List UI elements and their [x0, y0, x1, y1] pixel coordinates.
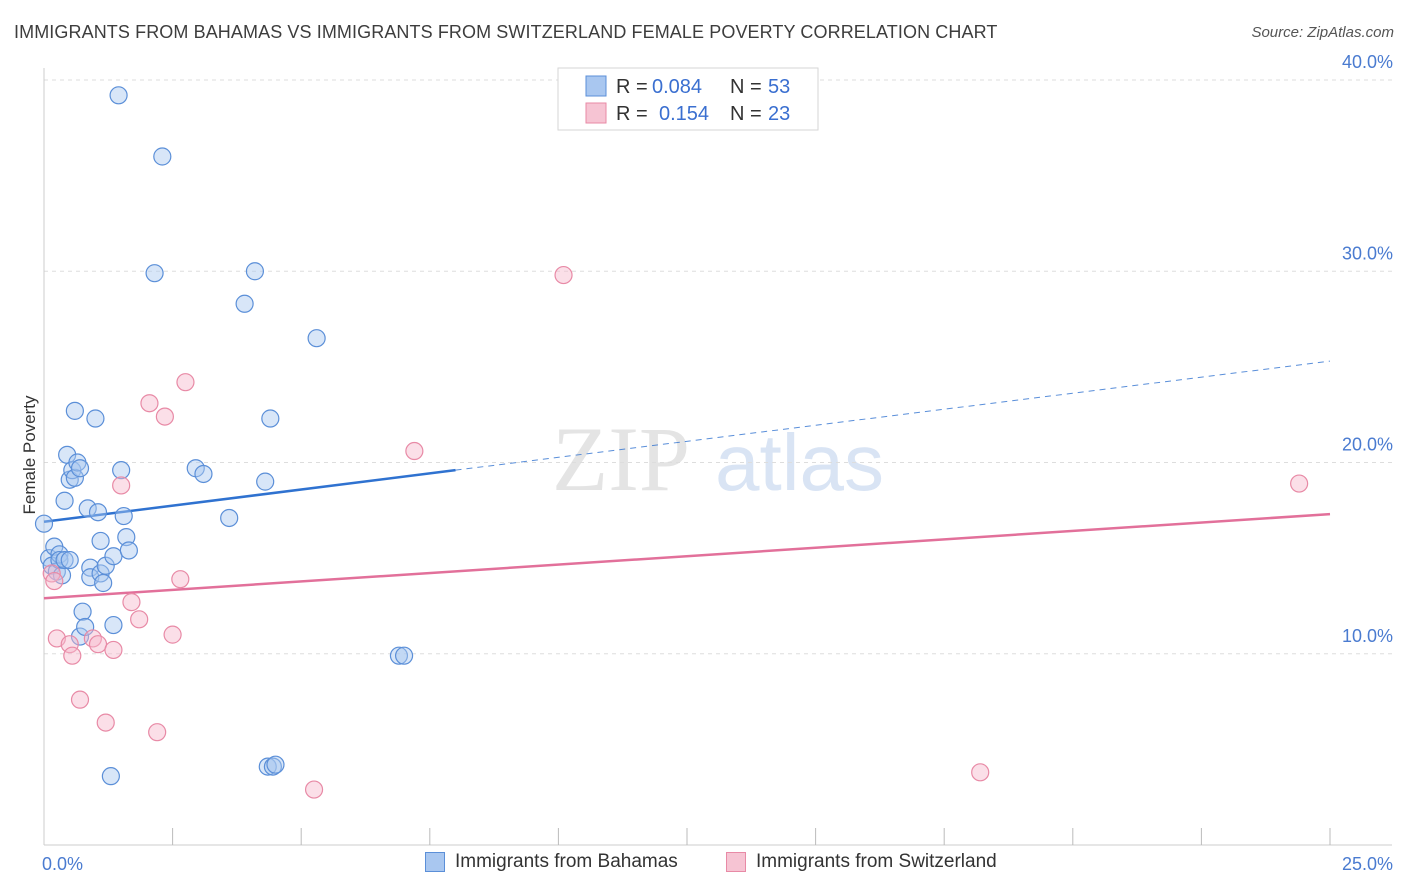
series-label-switzerland: Immigrants from Switzerland [756, 851, 997, 872]
x-tick-labels: 0.0% 25.0% [42, 854, 1393, 874]
trend-line-bahamas-extension [455, 360, 1331, 471]
data-point-blue [65, 468, 84, 487]
x-tick-label-max: 25.0% [1342, 854, 1393, 874]
series-label-bahamas: Immigrants from Bahamas [455, 851, 678, 872]
data-point-pink [45, 571, 64, 591]
data-point-pink [304, 780, 324, 799]
data-point-blue [235, 294, 254, 313]
data-point-blue [50, 545, 69, 564]
data-point-blue [101, 767, 120, 786]
data-point-blue [55, 550, 74, 570]
data-point-pink [70, 690, 90, 709]
y-tick-label: 40.0% [1342, 52, 1393, 72]
data-point-blue [70, 459, 90, 478]
legend-swatch-bahamas [585, 75, 607, 97]
data-point-pink [63, 646, 82, 665]
grid-lines [44, 79, 1392, 655]
x-tick-label-min: 0.0% [42, 854, 83, 874]
y-axis-label: Female Poverty [20, 395, 39, 515]
data-point-blue [81, 558, 100, 577]
data-point-pink [155, 407, 174, 426]
chart-title: IMMIGRANTS FROM BAHAMAS VS IMMIGRANTS FR… [14, 22, 998, 42]
correlation-legend: R = 0.084 N = 53 R = 0.154 N = 23 [557, 67, 819, 131]
data-point-pink [130, 610, 149, 629]
data-point-blue [389, 646, 409, 665]
data-point-blue [91, 531, 110, 551]
data-point-blue [266, 755, 285, 774]
data-point-pink [88, 635, 108, 654]
data-point-blue [114, 506, 133, 526]
data-point-blue [263, 757, 283, 776]
data-point-blue [117, 527, 136, 547]
y-tick-label: 20.0% [1342, 435, 1393, 455]
data-point-pink [163, 625, 182, 644]
data-point-blue [109, 86, 128, 105]
series-legend-switzerland: Immigrants from Switzerland [726, 851, 997, 873]
data-point-pink [971, 763, 990, 782]
data-point-blue [220, 508, 239, 528]
legend-r-value-switzerland: 0.154 [659, 103, 709, 125]
legend-n-value-switzerland: 23 [768, 103, 790, 125]
data-point-blue [55, 491, 74, 510]
legend-r-label-switzerland: R = [616, 103, 648, 125]
data-point-pink [140, 394, 159, 413]
legend-n-label-bahamas: N = [730, 76, 762, 98]
legend-n-value-bahamas: 53 [768, 76, 790, 98]
data-point-blue [60, 550, 79, 570]
data-point-blue [194, 464, 213, 484]
series-swatch-bahamas [425, 852, 445, 872]
legend-swatch-switzerland [585, 102, 607, 124]
data-point-blue [65, 401, 84, 420]
trend-line-bahamas [43, 468, 456, 524]
data-point-blue [73, 602, 92, 621]
source-label: Source: ZipAtlas.com [1251, 24, 1394, 41]
data-point-blue [261, 409, 280, 428]
trend-lines [43, 360, 1331, 600]
data-point-blue [78, 499, 97, 518]
data-point-blue [245, 262, 265, 281]
legend-r-label-bahamas: R = [616, 76, 648, 98]
data-point-blue [88, 503, 108, 522]
data-point-blue [119, 541, 138, 560]
data-points [34, 86, 1309, 799]
data-point-pink [148, 723, 167, 742]
data-point-pink [60, 635, 79, 654]
data-point-blue [104, 615, 123, 635]
data-point-blue [96, 556, 115, 575]
series-legend-bahamas: Immigrants from Bahamas [425, 851, 678, 873]
y-tick-label: 30.0% [1342, 243, 1393, 263]
data-point-blue [394, 646, 414, 665]
data-point-pink [176, 373, 195, 392]
data-point-blue [112, 461, 131, 480]
legend-r-value-bahamas: 0.084 [652, 76, 702, 98]
axes [43, 68, 1392, 846]
data-point-blue [307, 329, 326, 348]
data-point-pink [554, 265, 573, 285]
y-tick-label: 10.0% [1342, 626, 1393, 646]
data-point-blue [145, 264, 164, 283]
legend-n-label-switzerland: N = [730, 103, 762, 125]
data-point-blue [50, 550, 69, 570]
data-point-pink [104, 640, 123, 660]
data-point-blue [34, 514, 54, 533]
data-point-blue [94, 573, 113, 593]
y-tick-labels: 10.0% 20.0% 30.0% 40.0% [1342, 52, 1393, 646]
data-point-blue [256, 472, 275, 491]
data-point-pink [96, 713, 115, 732]
series-swatch-switzerland [726, 852, 746, 872]
series-legend: Immigrants from Bahamas Immigrants from … [0, 851, 1406, 879]
data-point-pink [1290, 474, 1309, 493]
trend-line-switzerland [43, 512, 1331, 600]
data-point-pink [122, 593, 141, 612]
data-point-pink [83, 629, 102, 648]
data-point-blue [104, 547, 123, 566]
data-point-pink [171, 570, 190, 589]
data-point-blue [86, 409, 105, 428]
watermark-zip: ZIP [552, 408, 690, 510]
data-point-blue [153, 147, 172, 166]
data-point-pink [405, 441, 424, 461]
data-point-pink [112, 476, 131, 495]
